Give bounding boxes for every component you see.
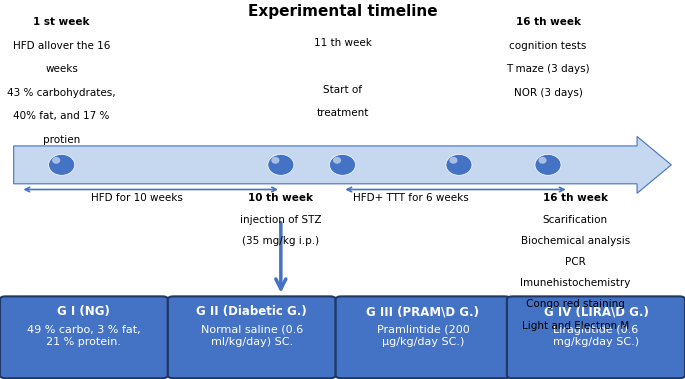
Text: Normal saline (0.6
ml/kg/day) SC.: Normal saline (0.6 ml/kg/day) SC. [201, 325, 303, 346]
Text: Liraglutide (0.6
mg/kg/day SC.): Liraglutide (0.6 mg/kg/day SC.) [553, 325, 639, 346]
Ellipse shape [49, 155, 75, 175]
Text: Start of: Start of [323, 85, 362, 95]
Text: G IV (LIRA\D G.): G IV (LIRA\D G.) [543, 305, 649, 318]
Text: G III (PRAM\D G.): G III (PRAM\D G.) [366, 305, 480, 318]
Text: cognition tests: cognition tests [510, 41, 586, 50]
Text: 11 th week: 11 th week [314, 38, 371, 48]
FancyBboxPatch shape [0, 296, 168, 378]
Text: protien: protien [43, 135, 80, 144]
Text: HFD allover the 16: HFD allover the 16 [13, 41, 110, 50]
Text: 16 th week: 16 th week [543, 193, 608, 203]
Text: 1 st week: 1 st week [34, 17, 90, 27]
Text: Scarification: Scarification [543, 215, 608, 224]
Ellipse shape [535, 155, 561, 175]
Text: (35 mg/kg i.p.): (35 mg/kg i.p.) [242, 236, 319, 246]
Text: 43 % carbohydrates,: 43 % carbohydrates, [8, 88, 116, 97]
Text: Experimental timeline: Experimental timeline [248, 4, 437, 19]
Text: Pramlintide (200
µg/kg/day SC.): Pramlintide (200 µg/kg/day SC.) [377, 325, 469, 346]
FancyBboxPatch shape [336, 296, 510, 378]
Text: HFD+ TTT for 6 weeks: HFD+ TTT for 6 weeks [353, 193, 469, 203]
Text: T maze (3 days): T maze (3 days) [506, 64, 590, 74]
Text: injection of STZ: injection of STZ [240, 215, 321, 224]
FancyBboxPatch shape [168, 296, 336, 378]
Text: Congo red staining: Congo red staining [526, 299, 625, 309]
Text: Light and Electron M: Light and Electron M [522, 321, 629, 330]
Text: Biochemical analysis: Biochemical analysis [521, 236, 630, 246]
Text: Imunehistochemistry: Imunehistochemistry [520, 278, 631, 288]
Ellipse shape [329, 155, 356, 175]
Ellipse shape [268, 155, 294, 175]
Text: 40% fat, and 17 %: 40% fat, and 17 % [14, 111, 110, 121]
Text: G II (Diabetic G.): G II (Diabetic G.) [197, 305, 307, 318]
Ellipse shape [538, 157, 547, 164]
Ellipse shape [271, 157, 279, 164]
Polygon shape [14, 136, 671, 193]
Ellipse shape [52, 157, 60, 164]
Text: treatment: treatment [316, 108, 369, 118]
Text: 49 % carbo, 3 % fat,
21 % protein.: 49 % carbo, 3 % fat, 21 % protein. [27, 325, 140, 346]
Text: NOR (3 days): NOR (3 days) [514, 88, 582, 97]
Text: 10 th week: 10 th week [249, 193, 313, 203]
Text: weeks: weeks [45, 64, 78, 74]
Ellipse shape [449, 157, 458, 164]
Ellipse shape [446, 155, 472, 175]
Text: 16 th week: 16 th week [516, 17, 580, 27]
Text: HFD for 10 weeks: HFD for 10 weeks [91, 193, 183, 203]
FancyBboxPatch shape [507, 296, 685, 378]
Text: G I (NG): G I (NG) [58, 305, 110, 318]
Ellipse shape [333, 157, 341, 164]
Text: PCR: PCR [565, 257, 586, 267]
